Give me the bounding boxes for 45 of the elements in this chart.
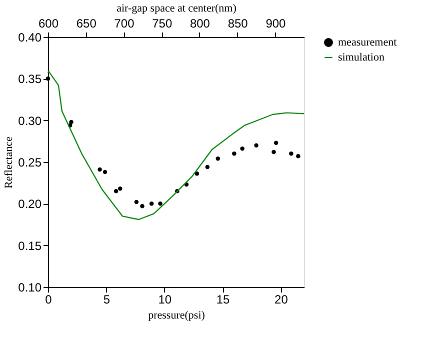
point [289,152,294,156]
point [158,202,162,206]
x-tick-label: 0 [45,292,52,306]
point [232,152,236,156]
x-tick-label: 5 [103,292,110,306]
point [272,150,276,154]
x2-tick-label: 850 [228,16,248,30]
point [240,146,244,151]
point [102,170,108,174]
x2-tick-label: 600 [38,16,59,30]
point [296,154,300,158]
point [98,167,102,172]
legend-label: simulation [338,52,385,64]
point [46,76,50,81]
x-tick-label: 20 [274,292,288,306]
point [194,172,200,176]
y-tick-label: 0.35 [18,72,42,86]
point [149,202,154,206]
point [216,156,220,161]
point [134,200,139,204]
y-tick-label: 0.40 [18,30,42,44]
point [69,120,74,124]
point [114,189,118,194]
y-axis-title: Reflectance [3,136,16,188]
y-tick-label: 0.25 [18,156,42,170]
point [254,143,258,148]
x2-tick-label: 650 [76,16,97,30]
point [274,140,278,145]
point [140,204,144,208]
point [205,164,210,170]
x-axis-title: pressure(psi) [148,310,206,322]
point [118,186,122,191]
x-tick-label: 10 [158,292,172,306]
x-tick-label: 15 [216,292,230,306]
y-tick-label: 0.15 [18,238,42,253]
y-tick-label: 0.30 [18,114,42,128]
legend-label: measurement [338,36,397,48]
x2-tick-label: 800 [190,16,210,30]
y-tick-label: 0.10 [18,280,42,294]
x2-axis-title: air-gap space at center(nm) [116,2,237,14]
line-series [47,70,305,220]
x2-tick-label: 700 [114,16,135,30]
y-tick-label: 0.20 [18,197,42,212]
x2-tick-label: 750 [152,16,172,30]
x2-tick-label: 900 [266,16,286,30]
